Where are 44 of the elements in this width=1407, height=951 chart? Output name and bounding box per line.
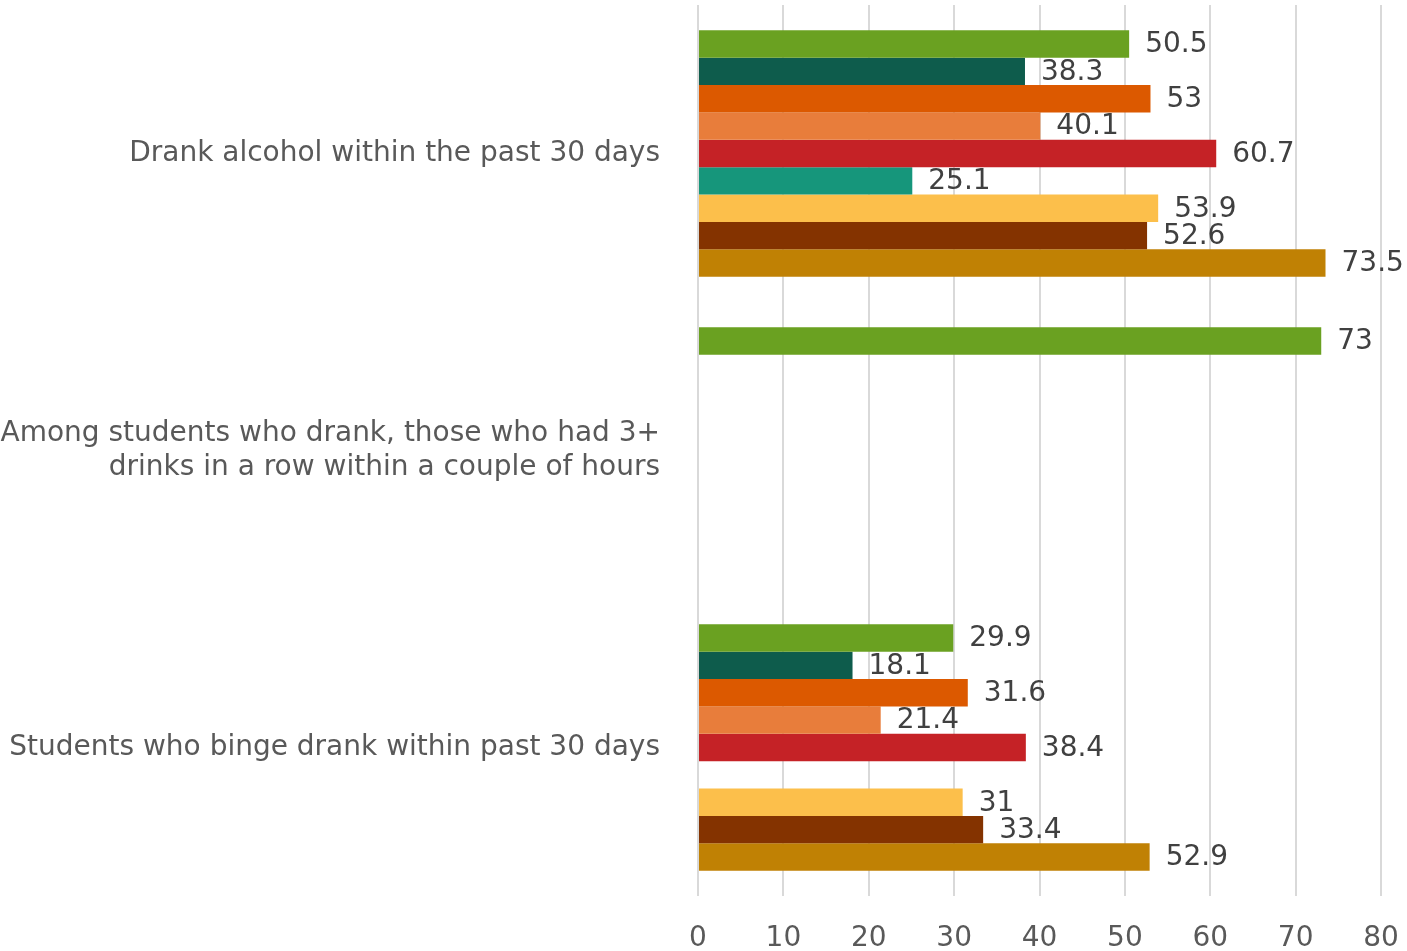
bar [699, 194, 1159, 222]
bar [699, 139, 1217, 168]
bar [699, 30, 1130, 58]
bar [699, 327, 1322, 355]
data-label: 52.9 [1165, 839, 1228, 873]
data-label: 31.6 [983, 675, 1047, 708]
data-label: 53 [1166, 81, 1203, 114]
bar [699, 815, 984, 844]
data-label: 60.7 [1232, 135, 1295, 169]
data-label: 21.4 [896, 702, 960, 736]
data-label: 40.1 [1056, 108, 1119, 142]
data-label: 38.4 [1041, 729, 1105, 763]
bar [699, 706, 881, 734]
x-tick-label: 10 [765, 920, 802, 951]
bar [699, 249, 1326, 277]
y-tick-label: Drank alcohol within the past 30 days [129, 134, 660, 168]
x-tick-label: 60 [1192, 920, 1229, 951]
y-tick-label: Students who binge drank within past 30 days [9, 728, 660, 762]
bar [699, 167, 913, 195]
data-label: 38.3 [1040, 53, 1104, 87]
bar [699, 85, 1151, 113]
x-tick-label: 80 [1363, 920, 1399, 951]
bar [699, 624, 954, 652]
data-label: 25.1 [928, 163, 991, 197]
bar [699, 112, 1041, 140]
bar [699, 651, 853, 680]
data-label: 73 [1337, 323, 1373, 357]
bar [699, 57, 1025, 86]
x-tick-label: 70 [1277, 920, 1314, 951]
y-tick-label: Among students who drank, those who had 3+ drinks in a row within a couple of hours [0, 414, 660, 482]
data-label: 18.1 [868, 647, 931, 681]
x-tick-label: 30 [936, 920, 972, 951]
x-tick-label: 20 [850, 920, 887, 951]
x-tick-label: 40 [1021, 920, 1058, 951]
data-label: 50.5 [1145, 26, 1208, 60]
bar [699, 221, 1148, 250]
bar [699, 679, 968, 707]
bar [699, 733, 1026, 762]
x-tick-label: 50 [1107, 920, 1143, 951]
data-label: 73.5 [1341, 245, 1404, 279]
x-tick-label: 0 [689, 920, 707, 951]
bar [699, 788, 963, 816]
data-label: 29.9 [969, 620, 1032, 654]
bar [699, 843, 1150, 871]
